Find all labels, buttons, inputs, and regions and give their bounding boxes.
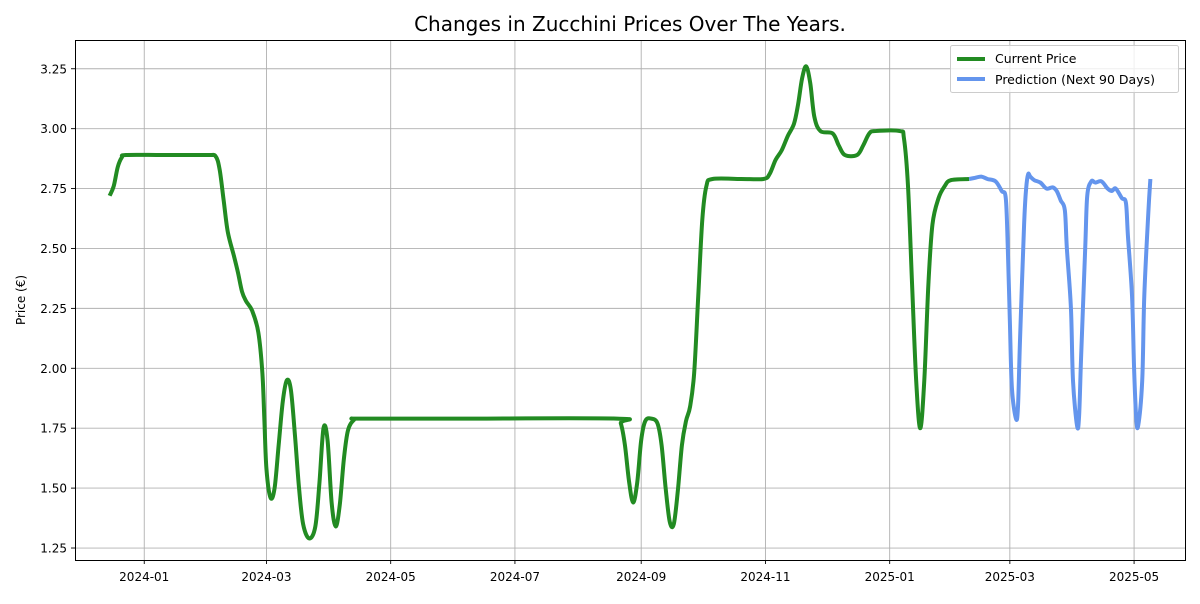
y-tick-label: 3.25 [40, 62, 67, 76]
series-line-prediction [968, 171, 1153, 431]
legend-label-prediction: Prediction (Next 90 Days) [995, 72, 1155, 87]
series-line-current-price [107, 64, 970, 541]
x-tick-label: 2024-03 [241, 570, 291, 584]
chart-title: Changes in Zucchini Prices Over The Year… [414, 12, 846, 36]
x-tick-label: 2025-05 [1109, 570, 1159, 584]
x-tick-label: 2024-11 [740, 570, 790, 584]
x-tick-label: 2025-03 [985, 570, 1035, 584]
legend-frame [950, 45, 1179, 93]
plot-frame [75, 40, 1186, 561]
y-tick-label: 3.00 [40, 122, 67, 136]
y-tick-label: 1.25 [40, 542, 67, 556]
legend-label-current-price: Current Price [995, 51, 1077, 66]
x-tick-label: 2024-01 [119, 570, 169, 584]
series-layer [107, 64, 1153, 541]
y-tick-label: 2.00 [40, 362, 67, 376]
tick-layer: 2024-01 2024-03 2024-05 2024-07 2024-09 2024-… [40, 62, 1159, 584]
x-tick-label: 2024-07 [490, 570, 540, 584]
y-tick-label: 2.50 [40, 242, 67, 256]
legend: Current Price Prediction (Next 90 Days) [950, 45, 1179, 93]
y-axis-title: Price (€) [14, 275, 28, 325]
x-tick-label: 2024-09 [616, 570, 666, 584]
y-tick-label: 2.25 [40, 302, 67, 316]
x-tick-label: 2025-01 [865, 570, 915, 584]
x-tick-label: 2024-05 [366, 570, 416, 584]
y-tick-label: 1.75 [40, 422, 67, 436]
y-tick-label: 2.75 [40, 182, 67, 196]
y-tick-label: 1.50 [40, 482, 67, 496]
